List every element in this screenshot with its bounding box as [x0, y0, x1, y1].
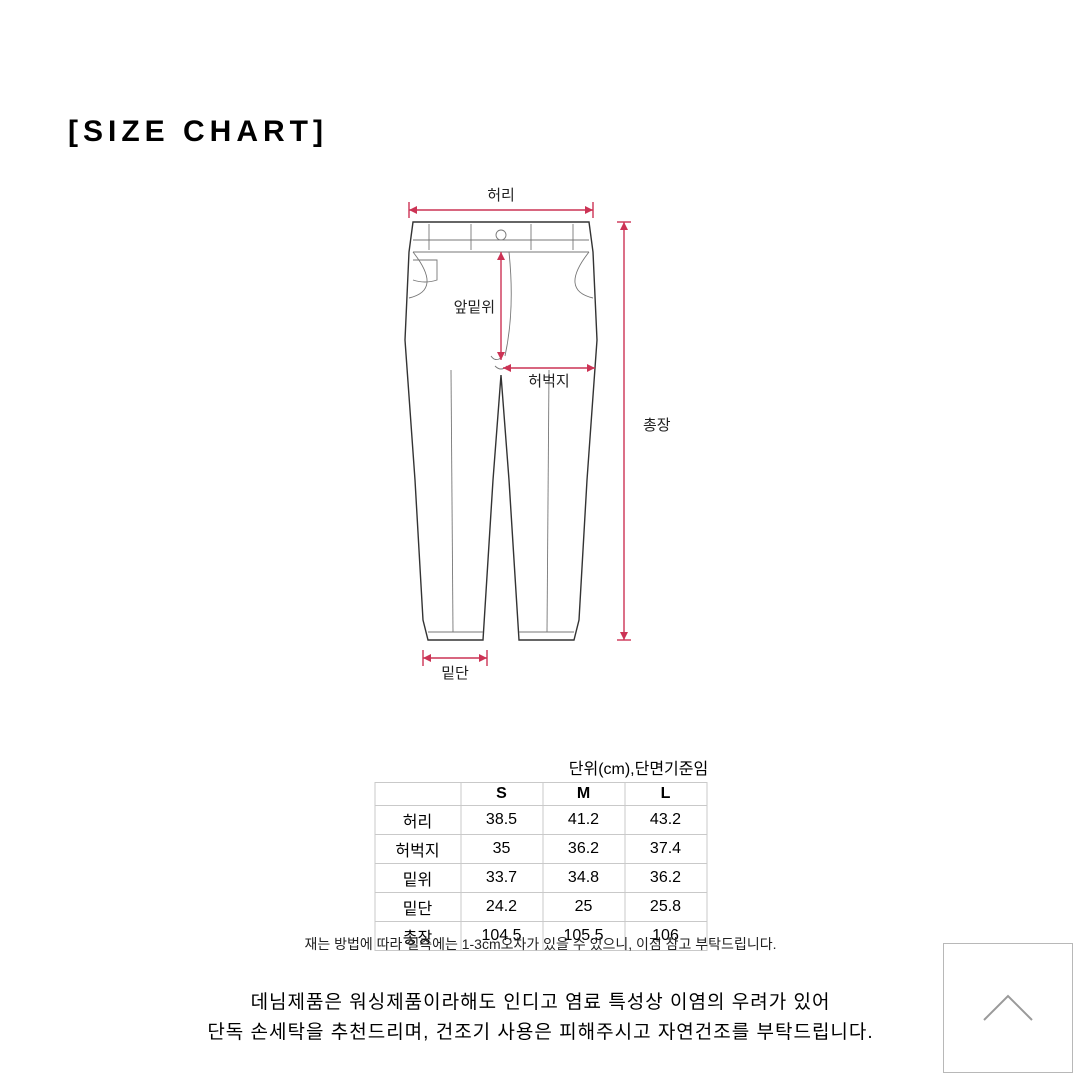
table-cell: 36.2 — [543, 835, 625, 864]
table-cell: 25.8 — [625, 893, 707, 922]
table-row: 밑단24.22525.8 — [375, 893, 707, 922]
label-hem: 밑단 — [441, 665, 469, 682]
table-cell: 24.2 — [461, 893, 543, 922]
table-row: 밑위33.734.836.2 — [375, 864, 707, 893]
table-cell: 37.4 — [625, 835, 707, 864]
col-l: L — [625, 783, 707, 806]
table-cell: 25 — [543, 893, 625, 922]
measure-waist: 허리 — [409, 187, 593, 218]
table-cell: 43.2 — [625, 806, 707, 835]
row-label: 허벅지 — [375, 835, 461, 864]
label-front-rise: 앞밑위 — [453, 299, 494, 316]
measure-hem: 밑단 — [423, 650, 487, 682]
label-total-length: 총장 — [643, 417, 671, 434]
page-title: [SIZE CHART] — [68, 115, 328, 149]
table-header-row: S M L — [375, 783, 707, 806]
table-cell: 36.2 — [625, 864, 707, 893]
label-waist: 허리 — [487, 187, 515, 204]
col-m: M — [543, 783, 625, 806]
chevron-up-icon — [978, 988, 1038, 1028]
care-instructions: 데님제품은 워싱제품이라해도 인디고 염료 특성상 이염의 우려가 있어 단독 … — [0, 988, 1081, 1049]
unit-note: 단위(cm),단면기준임 — [0, 755, 1081, 779]
table-cell: 35 — [461, 835, 543, 864]
care-line-2: 단독 손세탁을 추천드리며, 건조기 사용은 피해주시고 자연건조를 부탁드립니… — [0, 1018, 1081, 1048]
table-corner — [375, 783, 461, 806]
table-cell: 33.7 — [461, 864, 543, 893]
row-label: 밑단 — [375, 893, 461, 922]
row-label: 밑위 — [375, 864, 461, 893]
table-cell: 34.8 — [543, 864, 625, 893]
table-cell: 38.5 — [461, 806, 543, 835]
table-cell: 41.2 — [543, 806, 625, 835]
row-label: 허리 — [375, 806, 461, 835]
care-line-1: 데님제품은 워싱제품이라해도 인디고 염료 특성상 이염의 우려가 있어 — [0, 988, 1081, 1018]
table-row: 허리38.541.243.2 — [375, 806, 707, 835]
label-thigh: 허벅지 — [528, 373, 569, 390]
measure-total-length: 총장 — [617, 222, 671, 640]
size-diagram: 허리 총장 — [0, 180, 1081, 690]
table-row: 허벅지3536.237.4 — [375, 835, 707, 864]
measurement-disclaimer: 재는 방법에 따라 실측에는 1-3cm오차가 있을 수 있으니, 이점 참고 … — [0, 934, 1081, 954]
col-s: S — [461, 783, 543, 806]
scroll-top-button[interactable] — [943, 943, 1073, 1073]
size-table: S M L 허리38.541.243.2허벅지3536.237.4밑위33.73… — [374, 782, 707, 951]
